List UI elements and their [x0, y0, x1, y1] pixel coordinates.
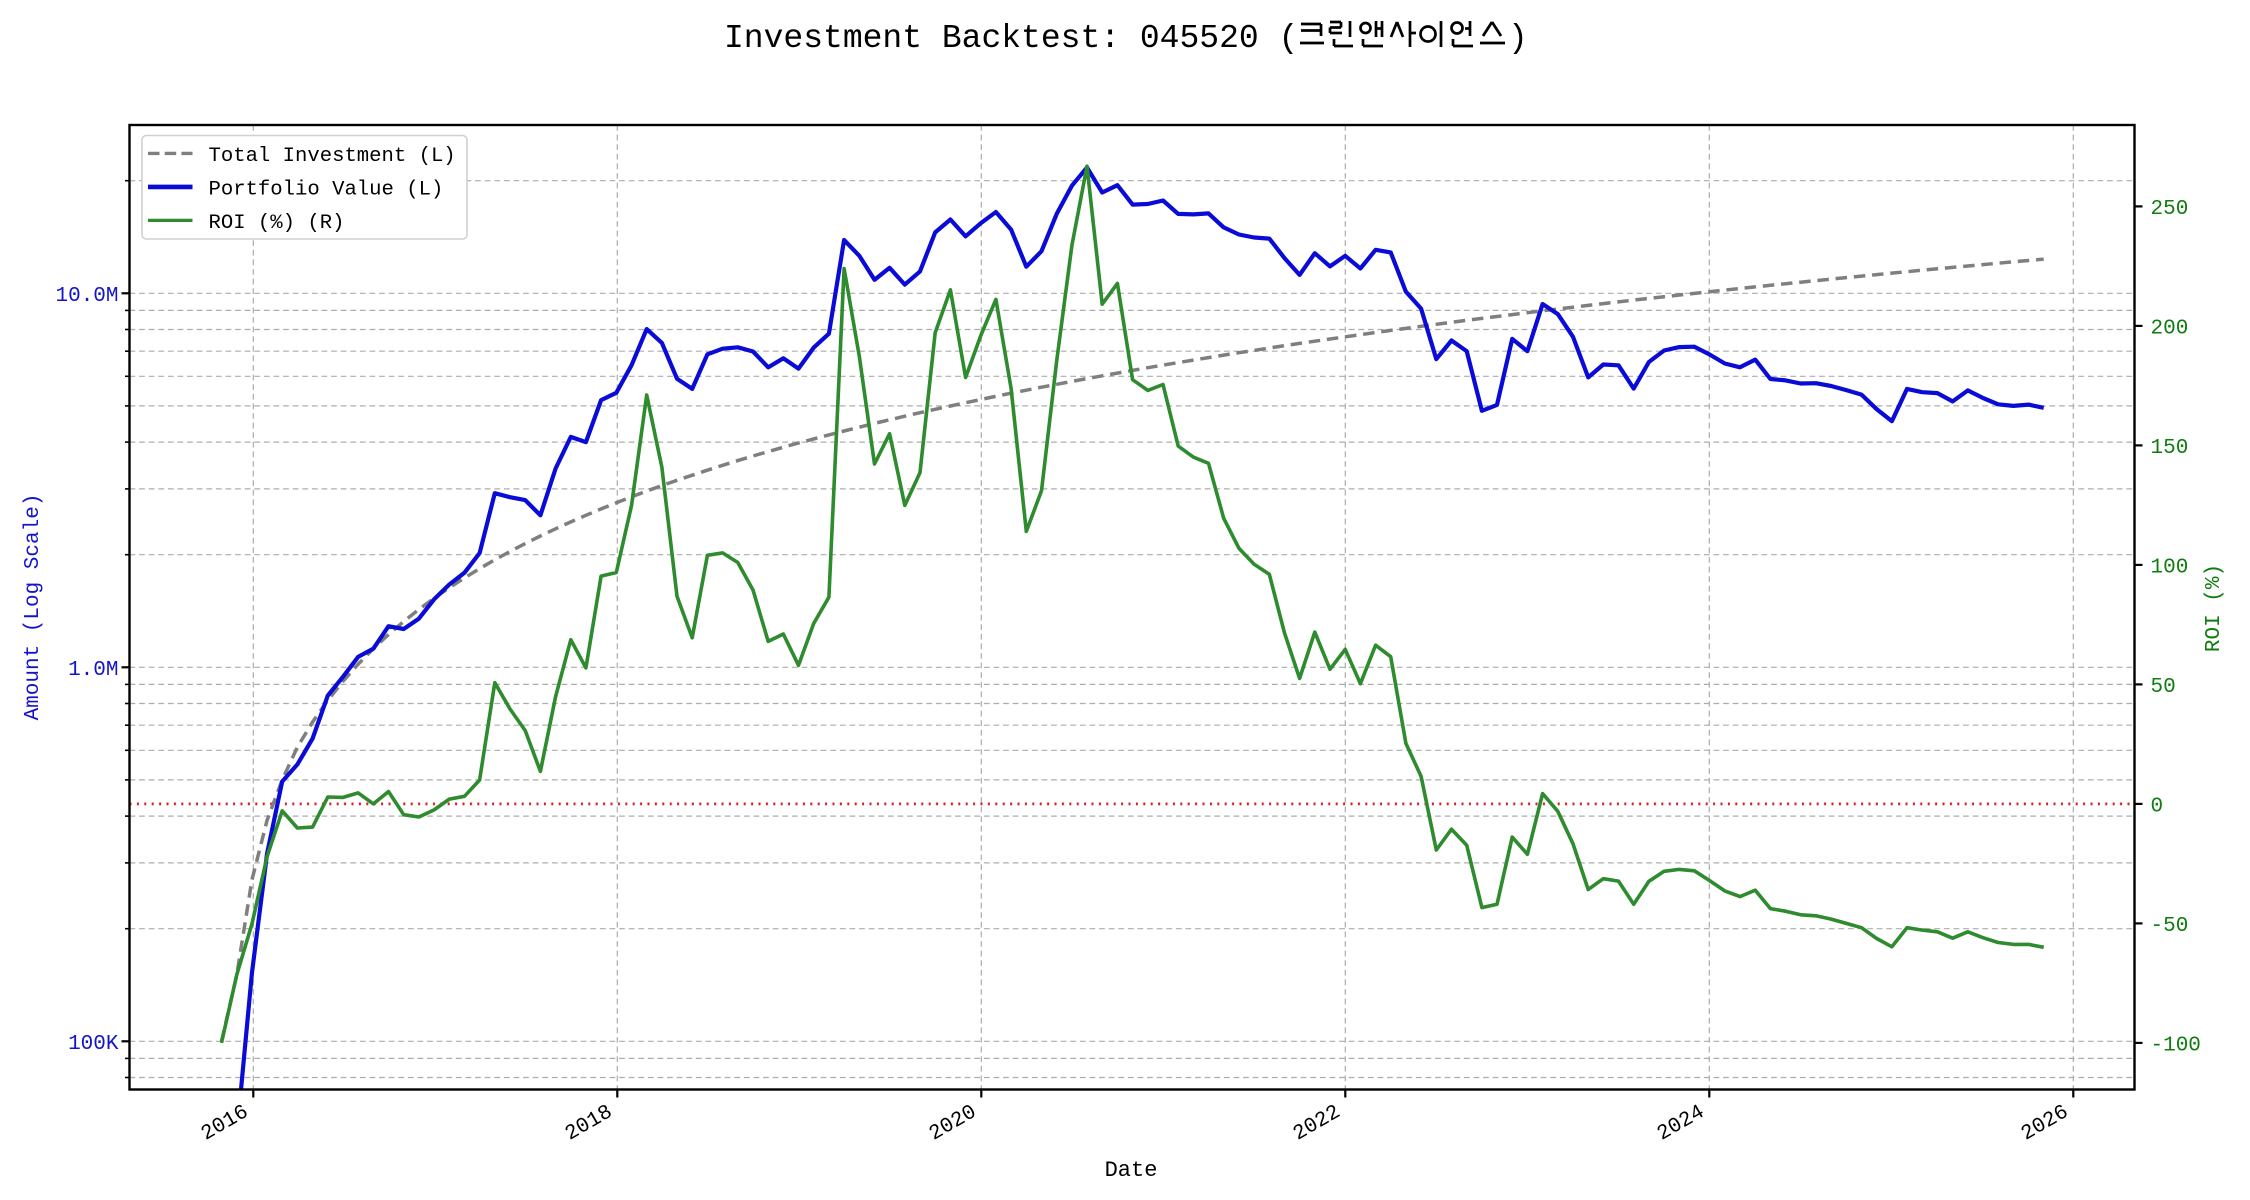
svg-text:100K: 100K [68, 1033, 119, 1056]
svg-text:10.0M: 10.0M [55, 285, 118, 308]
svg-text:-50: -50 [2151, 915, 2189, 938]
svg-text:Date: Date [1105, 1158, 1158, 1183]
svg-text:0: 0 [2151, 795, 2164, 818]
svg-text:Investment Backtest: 045520 (: Investment Backtest: 045520 ( [724, 20, 1298, 57]
svg-text:50: 50 [2151, 676, 2176, 699]
svg-text:-100: -100 [2151, 1034, 2201, 1057]
svg-text:): ) [1508, 20, 1528, 57]
svg-text:150: 150 [2151, 437, 2189, 460]
svg-text:ROI (%) (R): ROI (%) (R) [209, 212, 345, 235]
svg-text:Total Investment (L): Total Investment (L) [209, 145, 456, 168]
svg-text:250: 250 [2151, 198, 2189, 221]
svg-text:Portfolio Value (L): Portfolio Value (L) [209, 179, 444, 202]
svg-text:1.0M: 1.0M [68, 659, 118, 682]
svg-text:ROI (%): ROI (%) [2203, 564, 2226, 652]
svg-text:100: 100 [2151, 556, 2189, 579]
svg-text:200: 200 [2151, 317, 2189, 340]
svg-text:Amount (Log Scale): Amount (Log Scale) [22, 494, 45, 721]
